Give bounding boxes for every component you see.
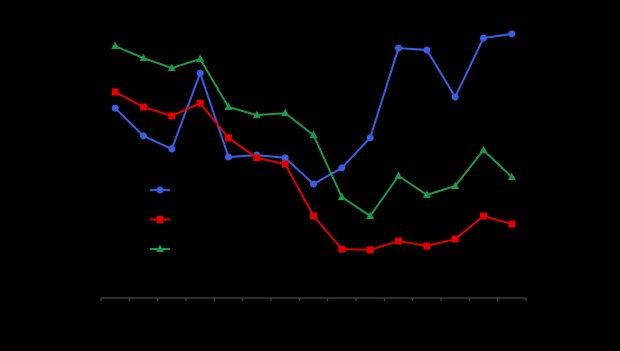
data-point (225, 134, 232, 142)
data-point (168, 112, 176, 120)
data-point (422, 190, 431, 198)
data-point (451, 181, 460, 189)
data-point (140, 103, 147, 111)
data-point (423, 46, 431, 54)
data-point (252, 110, 261, 119)
data-point (196, 69, 204, 77)
data-point (310, 212, 317, 220)
legend-marker (156, 244, 164, 252)
data-point (167, 63, 176, 72)
data-point (310, 180, 317, 188)
data-point (480, 212, 487, 220)
data-point (139, 53, 148, 62)
data-point (281, 108, 290, 117)
data-point (225, 153, 232, 161)
data-point (196, 54, 205, 62)
data-point (253, 154, 261, 162)
data-point (111, 104, 119, 112)
data-point (281, 154, 289, 162)
data-point (423, 242, 431, 250)
data-point (338, 164, 346, 172)
data-point (309, 130, 318, 139)
data-point (366, 211, 375, 219)
data-point (338, 245, 346, 253)
legend-marker (156, 186, 164, 194)
data-point (508, 220, 516, 228)
data-point (480, 34, 487, 42)
data-point (451, 235, 459, 243)
legend-marker (156, 216, 164, 223)
data-point (395, 44, 402, 52)
data-point (507, 172, 516, 181)
data-point (196, 99, 204, 107)
data-point (395, 237, 402, 245)
data-point (366, 134, 374, 142)
data-point (479, 145, 488, 154)
data-point (394, 171, 403, 179)
data-point (111, 41, 120, 50)
data-point (224, 102, 233, 111)
data-point (337, 192, 346, 201)
data-point (508, 30, 516, 38)
series-line (114, 32, 512, 186)
data-point (281, 160, 289, 168)
data-point (168, 145, 176, 153)
data-point (111, 88, 119, 96)
data-point (366, 246, 374, 254)
data-point (140, 132, 147, 140)
data-point (451, 93, 459, 101)
